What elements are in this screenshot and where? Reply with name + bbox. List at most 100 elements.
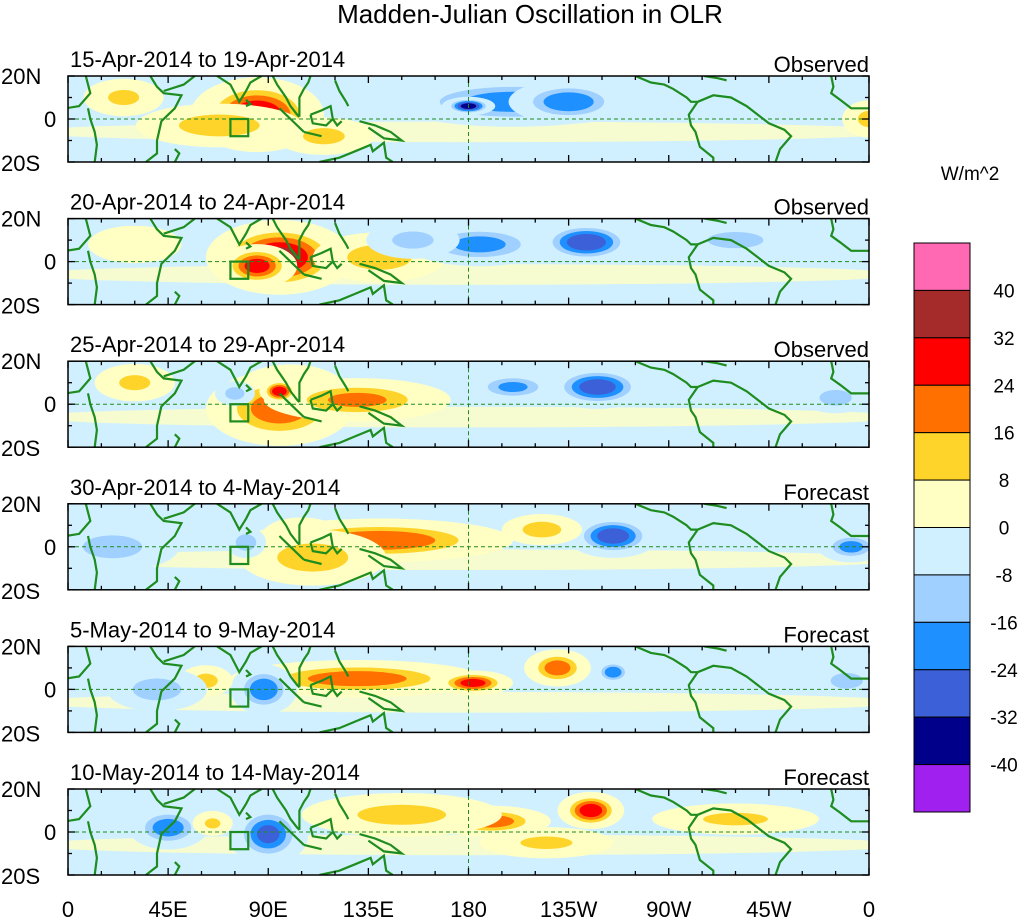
panel-kind: Forecast — [783, 480, 869, 505]
coastline — [687, 243, 715, 305]
coastline — [271, 789, 301, 831]
anomaly-contour — [225, 387, 245, 400]
coastline — [271, 646, 301, 689]
anomaly-contour — [597, 528, 630, 544]
coastline — [298, 361, 312, 403]
anomaly-contour — [543, 92, 594, 112]
panel-period: 25-Apr-2014 to 29-Apr-2014 — [70, 332, 345, 357]
coastline — [245, 811, 253, 821]
coastline — [216, 646, 263, 675]
coastline — [319, 283, 394, 305]
anomaly-field — [68, 791, 869, 866]
coastlines — [68, 646, 869, 733]
anomaly-contour — [453, 236, 506, 253]
colorbar-swatch — [913, 527, 971, 576]
anomaly-contour — [819, 389, 852, 406]
coastline — [163, 503, 196, 520]
colorbar-level-label: 16 — [993, 424, 1014, 445]
colorbar-level-label: 8 — [999, 471, 1010, 492]
y-tick-label: 20S — [1, 864, 40, 889]
colorbar-swatch — [913, 432, 971, 481]
y-tick-label: 20N — [1, 64, 41, 89]
coastline — [331, 403, 343, 413]
x-tick-label: 135W — [540, 897, 598, 920]
anomaly-contour — [830, 673, 863, 689]
panel-period: 15-Apr-2014 to 19-Apr-2014 — [70, 47, 345, 72]
x-tick-label: 0 — [863, 897, 875, 920]
coastline — [86, 535, 99, 590]
coastline — [278, 107, 305, 133]
coastline — [829, 789, 869, 823]
anomaly-contour — [604, 666, 622, 678]
anomaly-contour — [498, 381, 528, 393]
y-tick-label: 0 — [44, 677, 56, 702]
x-axis: 0 45E 90E 135E 180 135W 90W 45W 0 — [62, 897, 875, 920]
coastline — [333, 79, 350, 107]
y-tick-label: 0 — [44, 107, 56, 132]
coastline — [216, 503, 263, 532]
coastline — [687, 528, 715, 590]
anomaly-contour — [522, 521, 562, 538]
anomaly-contour — [460, 678, 486, 687]
coastline — [245, 526, 253, 535]
coastline — [298, 646, 312, 688]
coastline — [303, 843, 322, 851]
colorbar-swatch — [913, 669, 971, 718]
anomaly-contour — [392, 231, 434, 249]
coastline — [333, 365, 350, 392]
anomaly-contour — [256, 825, 280, 844]
coastline — [245, 669, 253, 678]
anomaly-contour — [520, 836, 573, 850]
coastline — [163, 218, 196, 235]
colorbar-level-label: -24 — [990, 661, 1018, 682]
colorbar-units-label: W/m^2 — [941, 164, 1000, 185]
coastline — [829, 76, 869, 110]
coastline — [278, 677, 305, 704]
anomaly-contour — [327, 392, 387, 407]
index-box — [229, 545, 250, 566]
anomaly-field — [68, 363, 869, 446]
anomaly-contour — [119, 375, 151, 391]
colorbar-swatch — [913, 574, 971, 623]
coastline — [829, 503, 869, 538]
x-tick-label: 0 — [62, 897, 74, 920]
coastline — [216, 76, 263, 105]
anomaly-field — [68, 649, 869, 715]
coastline — [216, 789, 263, 818]
chart-title: Madden-Julian Oscillation in OLR — [337, 0, 723, 29]
anomaly-contour — [544, 660, 571, 676]
coastline — [278, 820, 305, 846]
coastline — [303, 701, 322, 708]
coastline — [68, 646, 92, 680]
coastline — [245, 241, 253, 250]
index-box — [229, 117, 250, 138]
index-box — [229, 403, 250, 423]
coastline — [634, 646, 698, 674]
colorbar-swatch — [913, 242, 971, 291]
coastline — [634, 76, 698, 103]
y-tick-label: 20S — [1, 294, 40, 319]
x-tick-label: 90W — [646, 897, 691, 920]
coastline — [245, 98, 253, 108]
panel-kind: Observed — [774, 195, 869, 220]
coastline — [634, 361, 698, 389]
coastline — [303, 130, 322, 138]
anomaly-contour — [703, 812, 768, 826]
coastline — [68, 361, 92, 395]
coastline — [319, 710, 394, 733]
colorbar-level-label: -16 — [990, 613, 1017, 634]
panel-period: 10-May-2014 to 14-May-2014 — [70, 760, 360, 785]
coastline — [68, 789, 92, 823]
colorbar-level-label: -40 — [990, 756, 1017, 777]
coastline — [145, 503, 184, 590]
anomaly-contour — [235, 534, 257, 551]
coastline — [331, 831, 343, 841]
colorbar-swatch — [913, 479, 971, 529]
coastline — [86, 393, 99, 448]
y-tick-label: 20N — [1, 349, 41, 374]
coastline — [173, 576, 181, 590]
colorbar-swatch — [913, 289, 971, 339]
coastline — [303, 416, 322, 423]
